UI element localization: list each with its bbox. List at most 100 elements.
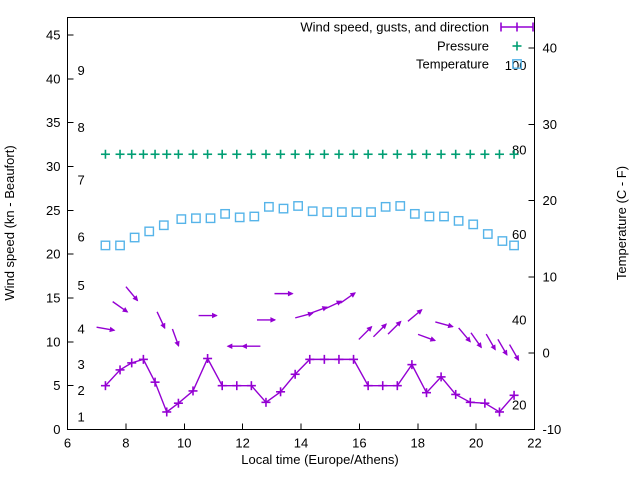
data-point-plus [232, 381, 242, 391]
x-tick-label: 10 [177, 436, 191, 451]
data-point-square [100, 240, 111, 251]
data-point-plus [451, 389, 461, 399]
data-point-square [509, 240, 519, 251]
data-point-plus [422, 388, 432, 398]
data-point-plus [203, 149, 213, 159]
data-point-plus [305, 354, 315, 364]
data-point-square [205, 213, 216, 224]
data-point-square [129, 232, 140, 243]
data-point-square [158, 220, 169, 231]
data-point-square [351, 207, 362, 218]
wind-direction-arrow [112, 301, 129, 313]
beaufort-label: 7 [78, 173, 85, 188]
y-axis-ticks: 0 5 10 15 20 25 30 35 40 45 [46, 28, 74, 437]
data-point-square [336, 207, 347, 218]
wind-direction-arrow [372, 323, 387, 338]
data-point-square [115, 240, 125, 251]
data-point-plus [188, 386, 198, 396]
data-point-plus [392, 381, 402, 391]
data-point-plus [162, 407, 172, 417]
wind-direction-arrow [241, 343, 261, 349]
y-tick-label: 15 [46, 291, 60, 306]
data-point-plus [188, 149, 198, 159]
data-point-plus [363, 381, 373, 391]
y-tick-label: 5 [53, 378, 60, 393]
data-point-plus [465, 397, 475, 407]
wind-direction-arrow [324, 300, 343, 310]
data-point-square [249, 211, 260, 222]
x-axis-ticks: 6 8 10 12 14 16 18 20 22 [64, 423, 542, 451]
x-tick-label: 12 [235, 436, 249, 451]
x-axis-title: Local time (Europe/Athens) [241, 452, 399, 467]
wind-direction-arrow [125, 286, 139, 302]
data-point-plus [465, 149, 475, 159]
data-point-plus [276, 149, 286, 159]
data-point-square [278, 203, 289, 214]
data-point-plus [512, 41, 522, 51]
data-point-plus [150, 149, 160, 159]
beaufort-label: 6 [78, 230, 85, 245]
data-point-plus [436, 372, 446, 382]
data-point-plus [217, 381, 227, 391]
beaufort-label: 9 [78, 63, 85, 78]
data-point-plus [334, 149, 344, 159]
data-point-plus [494, 407, 504, 417]
data-point-square [482, 229, 493, 239]
y-tick-label: 25 [46, 203, 60, 218]
wind-direction-arrow [417, 333, 437, 342]
data-point-square [497, 236, 508, 246]
x-tick-label: 14 [294, 436, 308, 451]
x-tick-label: 20 [469, 436, 483, 451]
series-pressure [100, 149, 519, 159]
legend-symbol [512, 59, 522, 69]
data-point-square [144, 226, 155, 237]
x-tick-label: 8 [122, 436, 129, 451]
data-point-plus [349, 354, 359, 364]
data-point-plus [100, 381, 110, 391]
data-point-plus [509, 149, 519, 159]
data-point-plus [115, 149, 125, 159]
fahrenheit-label: 40 [512, 313, 526, 328]
series-wind-speed [100, 353, 519, 417]
data-point-plus [127, 149, 137, 159]
data-point-plus [138, 354, 148, 364]
data-point-plus [480, 398, 490, 408]
data-point-square [453, 215, 464, 226]
data-point-plus [162, 149, 172, 159]
data-point-plus [203, 353, 213, 363]
data-point-plus [436, 149, 446, 159]
wind-direction-arrow [256, 317, 277, 323]
y-tick-label: 30 [46, 159, 60, 174]
data-point-plus [392, 149, 402, 159]
y-tick-label: 35 [46, 115, 60, 130]
data-point-square [366, 207, 376, 218]
data-point-plus [378, 149, 388, 159]
data-point-square [468, 219, 479, 230]
wind-speed-line [104, 356, 515, 414]
y-tick-label: 0 [53, 422, 60, 437]
data-point-square [424, 211, 435, 222]
data-point-plus [407, 360, 417, 370]
y2-tick-label: 0 [543, 346, 550, 361]
fahrenheit-label: 20 [512, 397, 526, 412]
data-point-plus [290, 149, 300, 159]
data-point-square [307, 206, 318, 217]
x-tick-label: 18 [411, 436, 425, 451]
data-point-plus [127, 358, 137, 368]
wind-direction-arrow [274, 290, 294, 297]
wind-direction-arrow [435, 321, 454, 329]
data-point-plus [363, 149, 373, 159]
data-point-plus [319, 149, 329, 159]
wind-direction-arrows [96, 286, 520, 362]
beaufort-label: 2 [78, 383, 85, 398]
beaufort-label: 8 [78, 120, 85, 135]
y-tick-label: 20 [46, 247, 60, 262]
beaufort-label: 5 [78, 278, 85, 293]
y-tick-label: 45 [46, 28, 60, 43]
data-point-plus [480, 149, 490, 159]
fahrenheit-label: 60 [512, 227, 526, 242]
data-point-plus [509, 390, 519, 400]
